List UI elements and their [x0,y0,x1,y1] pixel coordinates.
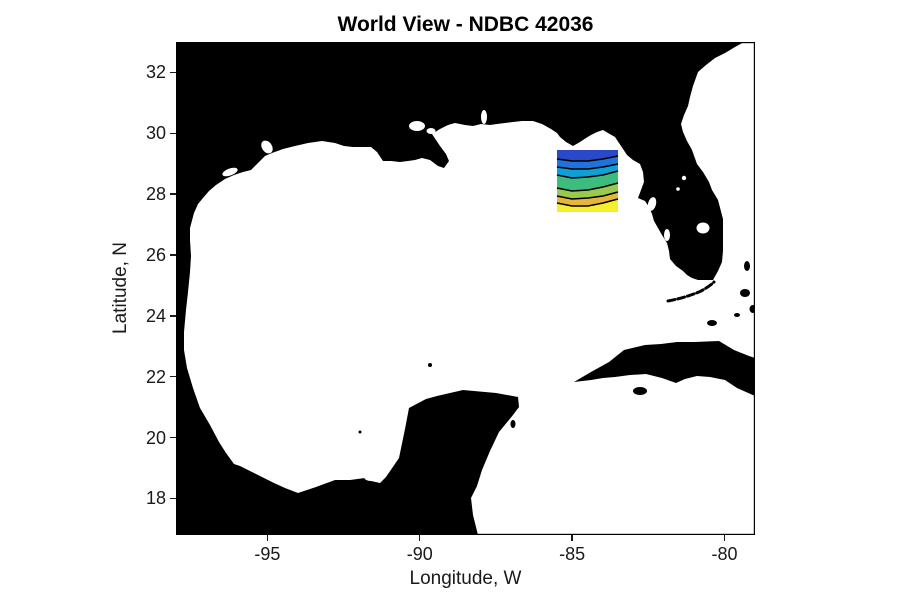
x-axis-label: Longitude, W [409,568,522,589]
y-tick-label: 22 [145,366,166,387]
florida-keys [666,280,716,303]
x-tick-label: -85 [559,544,586,564]
x-tick-mark [571,535,573,541]
gulf-reef-specks [358,363,432,434]
cuba-island [574,341,755,396]
y-tick-mark [170,193,176,195]
inland-lakes [222,110,710,481]
laguna-terminos [364,473,378,481]
mobile-bay [481,110,487,124]
y-tick-mark [170,497,176,500]
charlotte-harbor [664,229,670,241]
bahamas-islands [707,261,755,326]
x-tick-label: -95 [254,544,281,564]
contour-band [557,199,618,212]
y-tick-mark [170,315,176,317]
contour-band [557,183,618,199]
y-tick-label: 28 [145,184,166,205]
y-tick-label: 20 [145,427,166,448]
matagorda-bay [222,167,238,177]
lake-okeechobee [696,222,710,234]
isla-juventud [633,387,647,395]
tampa-bay [647,197,657,211]
contour-patch [556,150,619,212]
x-tick-label: -80 [711,544,738,564]
contour-band [557,171,618,191]
x-tick-label: -90 [406,544,433,564]
y-tick-label: 32 [145,62,166,83]
cozumel-island [510,420,516,428]
florida-lake-1 [681,175,687,181]
y-tick-mark [170,436,176,439]
lake-borgne [426,128,436,134]
y-tick-mark [170,376,176,378]
x-tick-mark [419,535,421,541]
florida-lake-2 [676,187,680,191]
y-tick-label: 30 [145,123,166,144]
x-tick-mark [723,535,726,541]
plot-title: World View - NDBC 42036 [337,13,594,36]
y-tick-mark [170,254,176,256]
x-tick-mark [266,535,269,541]
y-tick-mark [170,71,176,74]
y-tick-label: 26 [145,245,166,266]
y-tick-label: 24 [145,305,166,326]
y-tick-mark [170,132,176,134]
map-canvas [176,42,755,535]
plot-border [176,42,755,535]
galveston-bay [261,140,273,154]
lake-pontchartrain [409,121,425,131]
y-tick-label: 18 [145,488,166,509]
contour-lines [556,155,619,207]
